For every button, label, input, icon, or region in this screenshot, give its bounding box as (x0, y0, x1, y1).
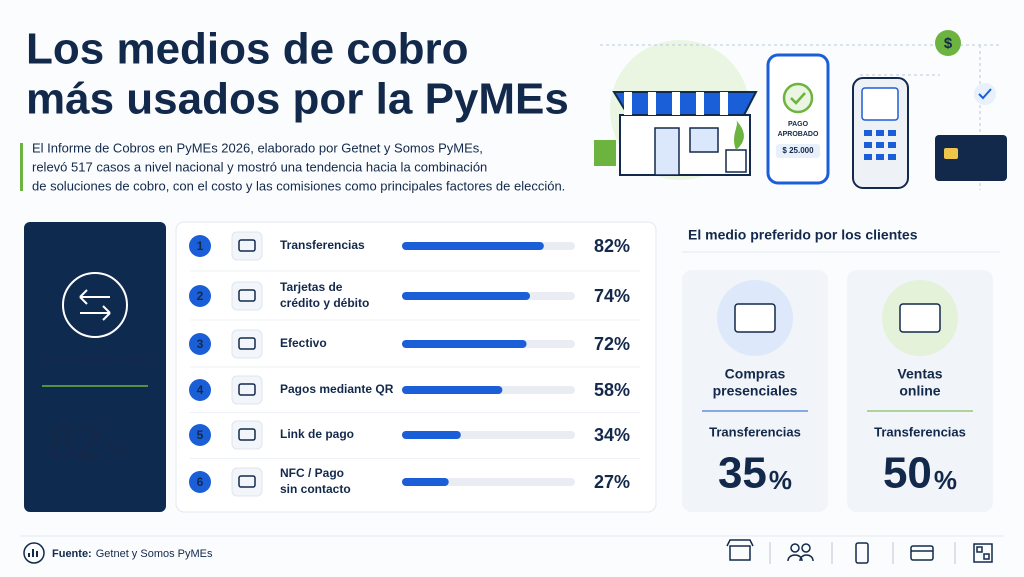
rank-badge (189, 285, 211, 307)
intro-accent (20, 143, 23, 191)
transfer-icon (62, 272, 128, 338)
method-name: Tarjetas de (280, 280, 343, 294)
transfer-arrows (79, 289, 111, 321)
method-icon (231, 329, 263, 359)
method-icon (231, 281, 263, 311)
method-icon (231, 231, 263, 261)
source: Getnet y Somos PyMEs (96, 548, 213, 560)
percent-value: 34 (594, 425, 614, 445)
intro-line: El Informe de Cobros en PyMEs 2026, elab… (32, 140, 483, 155)
method-name: Transferencias (709, 424, 801, 439)
method-icon-glyph (238, 239, 256, 252)
channel-icon-glyph (734, 303, 776, 333)
bar (402, 386, 503, 394)
share-unit: % (934, 465, 957, 495)
highlight-unit: % (106, 435, 129, 465)
method-name: crédito y débito (280, 296, 369, 310)
method-name: Transferencias (280, 238, 365, 252)
share-unit: % (769, 465, 792, 495)
highlight-label: Transferencias (42, 350, 148, 367)
percent-unit: % (614, 472, 630, 492)
method-icon (231, 467, 263, 497)
rank-badge (189, 235, 211, 257)
source-icon (23, 542, 45, 564)
bar (402, 340, 527, 348)
method-name: sin contacto (280, 482, 351, 496)
rank-number: 5 (197, 428, 204, 442)
percent-unit: % (614, 380, 630, 400)
method-icon-glyph (238, 337, 256, 350)
rank-number: 6 (197, 475, 204, 489)
channel-name: presenciales (713, 383, 798, 399)
percent-unit: % (614, 236, 630, 256)
highlight-card (24, 222, 166, 512)
rank-number: 2 (197, 289, 204, 303)
dollar-sign: $ (944, 35, 953, 52)
bar (402, 431, 461, 439)
channel-icon-glyph (899, 303, 941, 333)
percent-unit: % (614, 334, 630, 354)
method-icon (231, 420, 263, 450)
percent-unit: % (614, 425, 630, 445)
source-label: Fuente: (52, 548, 92, 560)
section-title: El medio preferido por los clientes (688, 227, 918, 243)
rank-badge (189, 471, 211, 493)
bar (402, 478, 449, 486)
phone-status: APROBADO (778, 131, 819, 138)
bar (402, 242, 544, 250)
intro-line: relevó 517 casos a nivel nacional y most… (32, 159, 487, 174)
method-icon-glyph (238, 289, 256, 302)
method-name: Transferencias (874, 424, 966, 439)
percent-value: 27 (594, 472, 614, 492)
rank-number: 3 (197, 337, 204, 351)
share-value: 50 (883, 449, 932, 498)
method-icon-glyph (238, 428, 256, 441)
channel-card (682, 270, 828, 512)
percent-value: 82 (594, 236, 614, 256)
channel-name: Ventas (897, 366, 942, 382)
channel-card (847, 270, 993, 512)
method-name: Pagos mediante QR (280, 382, 394, 396)
title-line: más usados por la PyMEs (26, 75, 569, 124)
method-name: Link de pago (280, 427, 354, 441)
intro-line: de soluciones de cobro, con el costo y l… (32, 178, 565, 193)
title-line: Los medios de cobro (26, 25, 469, 74)
bar (402, 292, 531, 300)
share-value: 35 (718, 449, 767, 498)
rank-number: 4 (197, 383, 204, 397)
rank-badge (189, 379, 211, 401)
method-icon-glyph (238, 475, 256, 488)
illustration (594, 30, 1007, 190)
phone-amount: $ 25.000 (782, 146, 814, 155)
method-name: NFC / Pago (280, 466, 344, 480)
method-icon-glyph (238, 383, 256, 396)
percent-value: 58 (594, 380, 614, 400)
method-name: Efectivo (280, 336, 327, 350)
rank-badge (189, 333, 211, 355)
footer-icons (726, 539, 993, 564)
percent-unit: % (614, 286, 630, 306)
phone-status: PAGO (788, 121, 809, 128)
channel-name: Compras (725, 366, 786, 382)
channel-name: online (899, 383, 940, 399)
percent-value: 74 (594, 286, 614, 306)
rank-number: 1 (197, 239, 204, 253)
rank-badge (189, 424, 211, 446)
method-icon (231, 375, 263, 405)
percent-value: 72 (594, 334, 614, 354)
highlight-value: 82 (48, 414, 104, 470)
